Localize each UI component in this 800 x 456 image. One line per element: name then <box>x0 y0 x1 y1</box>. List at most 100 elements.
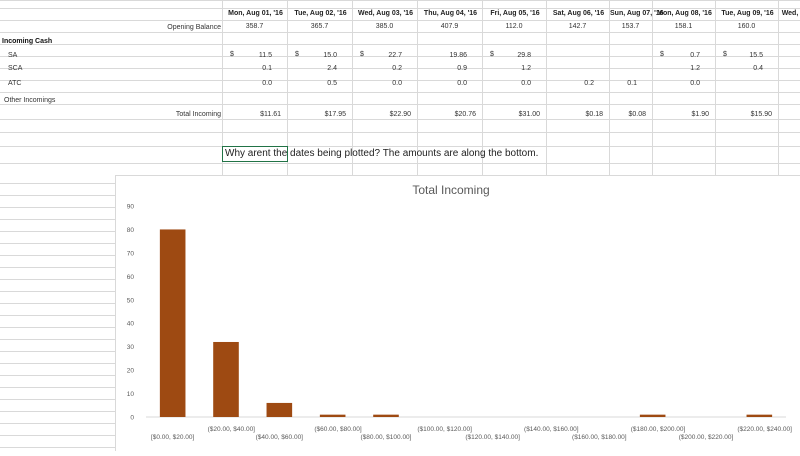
opening-balance-value: 112.0 <box>505 23 523 30</box>
bar[interactable] <box>159 229 186 417</box>
x-category-label: ($200.00, $220.00] <box>679 434 734 441</box>
total-value: $22.90 <box>389 111 411 118</box>
column-gridline <box>715 0 716 175</box>
y-tick-label: 90 <box>127 204 135 211</box>
y-tick-label: 10 <box>127 391 135 398</box>
total-value: $20.76 <box>454 111 476 118</box>
y-tick-label: 60 <box>127 274 135 281</box>
row-value: 11.5 <box>258 52 272 59</box>
y-tick-label: 70 <box>127 250 135 257</box>
row-value: 15.5 <box>749 52 763 59</box>
row-gridline <box>0 339 115 340</box>
row-gridline <box>0 80 800 81</box>
date-header: Mon, Aug 01, '16 <box>228 10 283 17</box>
row-gridline <box>0 92 800 93</box>
total-value: $17.95 <box>324 111 346 118</box>
row-label: ATC <box>8 80 22 87</box>
row-value: 1.2 <box>521 65 531 72</box>
row-gridline <box>0 303 115 304</box>
row-gridline <box>0 146 800 147</box>
dollar-sign: $ <box>360 51 364 58</box>
y-tick-label: 40 <box>127 321 135 328</box>
opening-balance-value: 365.7 <box>310 23 329 30</box>
bar[interactable] <box>213 341 239 417</box>
chart-title: Total Incoming <box>412 183 489 197</box>
bar[interactable] <box>266 402 293 417</box>
x-category-label: ($180.00, $200.00] <box>631 426 686 433</box>
opening-balance-value: 385.0 <box>375 23 394 30</box>
opening-balance-value: 160.0 <box>737 23 756 30</box>
row-gridline <box>0 423 115 424</box>
dollar-sign: $ <box>660 51 664 58</box>
y-tick-label: 50 <box>127 297 135 304</box>
row-gridline <box>0 387 115 388</box>
selected-cell[interactable] <box>222 146 288 162</box>
dollar-sign: $ <box>295 51 299 58</box>
row-gridline <box>0 32 800 33</box>
row-value: 0.2 <box>584 80 594 87</box>
row-gridline <box>0 375 115 376</box>
y-tick-label: 20 <box>127 368 135 375</box>
bar[interactable] <box>319 414 346 417</box>
row-value: 0.0 <box>690 80 700 87</box>
date-header: Tue, Aug 09, '16 <box>721 10 774 17</box>
row-value: 0.0 <box>521 80 531 87</box>
row-gridline <box>0 363 115 364</box>
row-gridline <box>0 315 115 316</box>
row-value: 22.7 <box>388 52 402 59</box>
date-header: Mon, Aug 08, '16 <box>657 10 712 17</box>
opening-balance-value: 142.7 <box>568 23 587 30</box>
row-gridline <box>0 327 115 328</box>
bar[interactable] <box>373 414 399 417</box>
row-label: SCA <box>8 65 23 72</box>
row-gridline <box>0 231 115 232</box>
left-gridlines <box>0 175 115 450</box>
row-gridline <box>0 163 800 164</box>
column-gridline <box>482 0 483 175</box>
row-gridline <box>0 243 115 244</box>
row-value: 0.1 <box>627 80 637 87</box>
x-category-label: ($80.00, $100.00] <box>361 434 412 441</box>
row-value: 0.4 <box>753 65 763 72</box>
row-gridline <box>0 435 115 436</box>
column-gridline <box>546 0 547 175</box>
date-header: Wed, Aug 03, '16 <box>358 10 413 17</box>
opening-balance-value: 358.7 <box>245 23 264 30</box>
row-label: SA <box>8 52 18 59</box>
total-value: $15.90 <box>750 111 772 118</box>
row-gridline <box>0 207 115 208</box>
incoming-cash-label: Incoming Cash <box>2 38 53 45</box>
x-category-label: ($40.00, $60.00] <box>256 434 304 441</box>
column-gridline <box>417 0 418 175</box>
column-gridline <box>609 0 610 175</box>
bar[interactable] <box>639 414 666 417</box>
row-gridline <box>0 8 800 9</box>
row-value: 0.5 <box>327 80 337 87</box>
row-value: 0.7 <box>690 52 700 59</box>
row-gridline <box>0 351 115 352</box>
spreadsheet-area: Mon, Aug 01, '16 Tue, Aug 02, '16 Wed, Aug… <box>0 0 800 175</box>
comment-text[interactable]: Why arent the dates being plotted? The a… <box>225 148 539 159</box>
x-category-label: ($60.00, $80.00] <box>314 426 362 433</box>
x-category-label: ($20.00, $40.00] <box>208 426 256 433</box>
total-value: $0.18 <box>585 111 603 118</box>
column-gridline <box>652 0 653 175</box>
y-tick-label: 30 <box>127 344 135 351</box>
total-value: $31.00 <box>518 111 540 118</box>
row-gridline <box>0 291 115 292</box>
opening-balance-value: 158.1 <box>674 23 693 30</box>
bar[interactable] <box>746 414 773 417</box>
column-gridline <box>352 0 353 175</box>
date-header: Sun, Aug 07, '16 <box>610 10 664 17</box>
x-category-label: ($220.00, $240.00] <box>737 426 792 433</box>
row-value: 0.1 <box>262 65 272 72</box>
histogram-chart[interactable]: Total Incoming 0 10 20 30 40 50 60 70 80 90 [$0.00… <box>115 175 800 451</box>
total-value: $1.90 <box>691 111 709 118</box>
row-gridline <box>0 119 800 120</box>
opening-balance-label: Opening Balance <box>167 24 221 31</box>
y-tick-label: 0 <box>130 415 134 422</box>
row-gridline <box>0 267 115 268</box>
row-value: 0.0 <box>392 80 402 87</box>
row-value: 15.0 <box>323 52 337 59</box>
row-value: 29.8 <box>517 52 531 59</box>
